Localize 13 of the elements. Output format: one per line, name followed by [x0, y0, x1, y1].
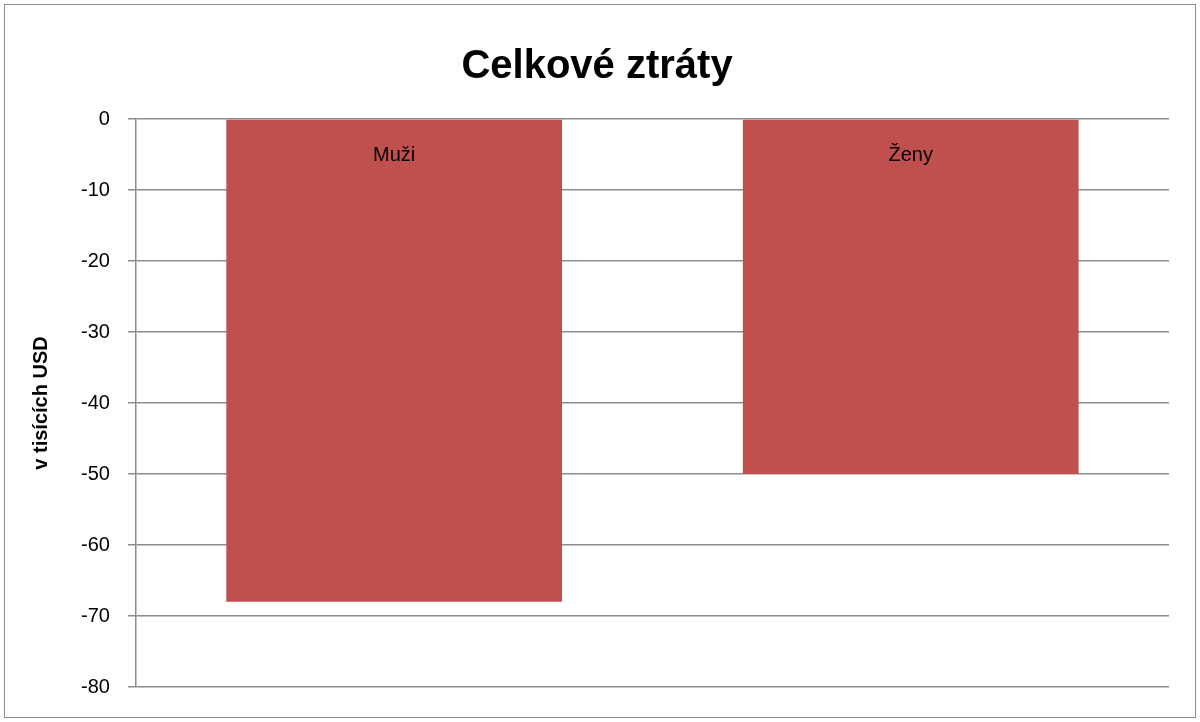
y-axis-title: v tisících USD: [28, 336, 51, 470]
y-tick-label: 0: [98, 106, 110, 129]
y-tick-label: -60: [81, 532, 110, 555]
x-tick-label: Ženy: [888, 142, 933, 165]
chart-title: Celkové ztráty: [461, 42, 734, 87]
y-tick-label: -10: [81, 177, 110, 200]
y-tick-label: -40: [81, 390, 110, 413]
y-tick-label: -30: [81, 319, 110, 342]
y-tick-label: -50: [81, 461, 110, 484]
x-tick-label: Muži: [373, 142, 416, 165]
y-tick-label: -20: [81, 248, 110, 271]
y-tick-label: -80: [81, 674, 110, 697]
y-tick-label: -70: [81, 603, 110, 626]
